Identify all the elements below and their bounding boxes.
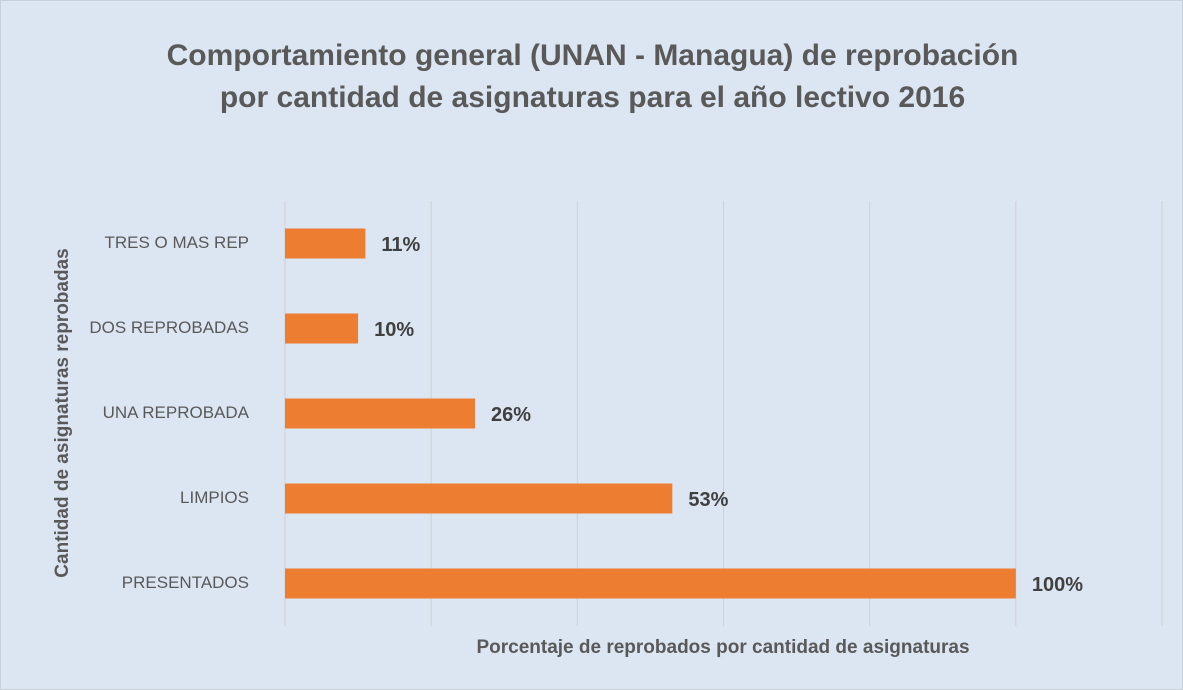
y-tick-label: DOS REPROBADAS (89, 318, 249, 337)
y-tick-label: LIMPIOS (180, 488, 249, 507)
y-tick-label: UNA REPROBADA (103, 403, 250, 422)
bar (285, 398, 476, 429)
value-label: 53% (688, 489, 728, 511)
chart-title: Comportamiento general (UNAN - Managua) … (166, 39, 1019, 114)
value-label: 26% (491, 404, 531, 426)
value-label: 11% (381, 234, 420, 256)
x-axis-label: Porcentaje de reprobados por cantidad de… (476, 637, 969, 658)
y-tick-label: TRES O MAS REP (104, 233, 249, 252)
bar (285, 483, 673, 514)
bar (285, 313, 359, 344)
value-label: 10% (374, 319, 414, 341)
value-label: 100% (1032, 574, 1083, 596)
bar (285, 568, 1016, 599)
y-tick-label: PRESENTADOS (122, 573, 249, 592)
y-axis-label: Cantidad de asignaturas reprobadas (52, 248, 73, 577)
bar (285, 228, 366, 259)
